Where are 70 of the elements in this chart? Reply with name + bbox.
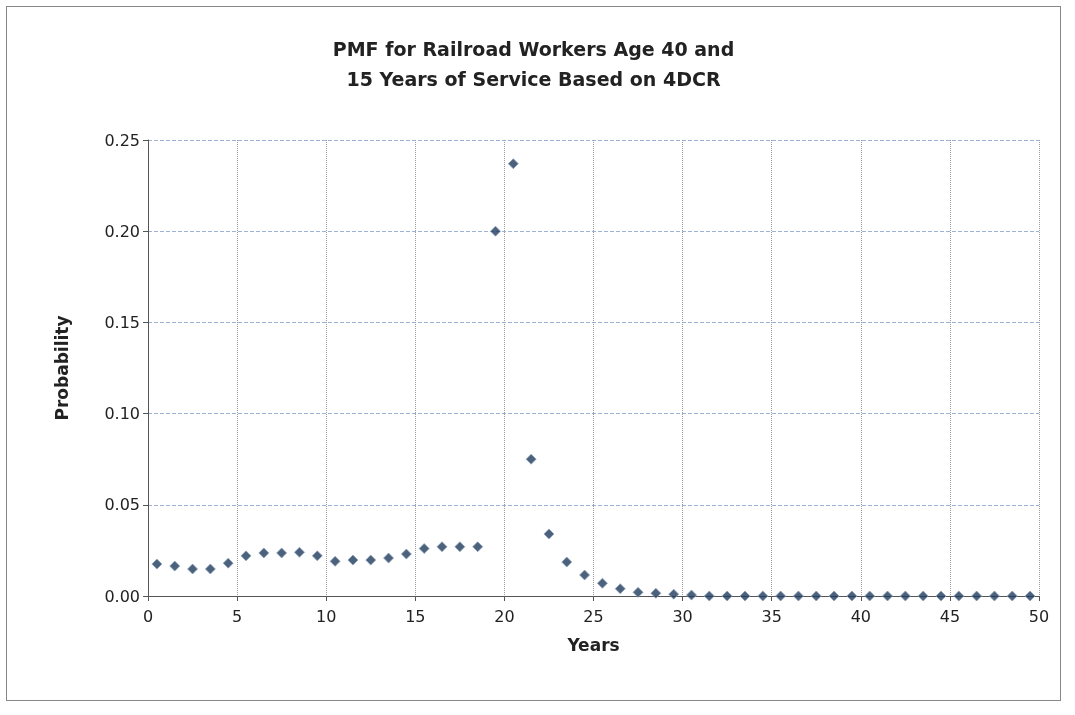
point [739,590,751,602]
point [899,590,911,602]
point [489,225,501,237]
point [792,590,804,602]
point [988,590,1000,602]
x-tick-label: 5 [232,606,243,626]
y-axis-title: Probability [51,315,72,421]
y-tick-label: 0.10 [104,404,140,424]
y-tick-label: 0.25 [104,130,140,150]
point [311,550,323,562]
x-tick-label: 40 [850,606,871,626]
point [775,590,787,602]
point [258,547,270,559]
y-tick-label: 0.05 [104,495,140,515]
point [204,563,216,575]
point [882,590,894,602]
point [953,590,965,602]
point [240,550,252,562]
point [293,546,305,558]
x-tick-label: 30 [672,606,693,626]
x-tick-label: 35 [761,606,782,626]
point [828,590,840,602]
point [436,541,448,553]
point [454,541,466,553]
x-tick-label: 15 [405,606,426,626]
point [472,541,484,553]
point [169,560,181,572]
point [222,557,234,569]
y-tick-label: 0.00 [104,586,140,606]
chart-title: PMF for Railroad Workers Age 40 and 15 Years of Service Based on 4DCR [332,38,735,90]
point [917,590,929,602]
point [757,590,769,602]
point [810,590,822,602]
point [596,577,608,589]
point [543,528,555,540]
point [579,569,591,581]
point [365,554,377,566]
y-tick-label: 0.20 [104,221,140,241]
point [864,590,876,602]
x-tick-label: 45 [939,606,961,626]
x-tick-label: 20 [494,606,515,626]
point [561,556,573,568]
point [329,555,341,567]
x-tick-label: 25 [583,606,604,626]
point [400,548,412,560]
point [703,590,715,602]
point [614,583,626,595]
point [1024,590,1036,602]
point [650,587,662,599]
point [276,547,288,559]
point [632,586,644,598]
point [971,590,983,602]
x-axis-title: Years [566,634,620,655]
point [507,158,519,170]
point [187,563,199,575]
point [1006,590,1018,602]
point [418,543,430,555]
point [347,554,359,566]
point [151,558,163,570]
x-tick-label: 0 [142,606,154,626]
y-tick-label: 0.15 [104,312,140,332]
point [668,588,680,600]
point [935,590,947,602]
x-tick-label: 50 [1028,606,1050,626]
point [686,589,698,601]
point [721,590,733,602]
x-tick-label: 10 [316,606,337,626]
point [846,590,858,602]
point [383,552,395,564]
point [525,453,537,465]
